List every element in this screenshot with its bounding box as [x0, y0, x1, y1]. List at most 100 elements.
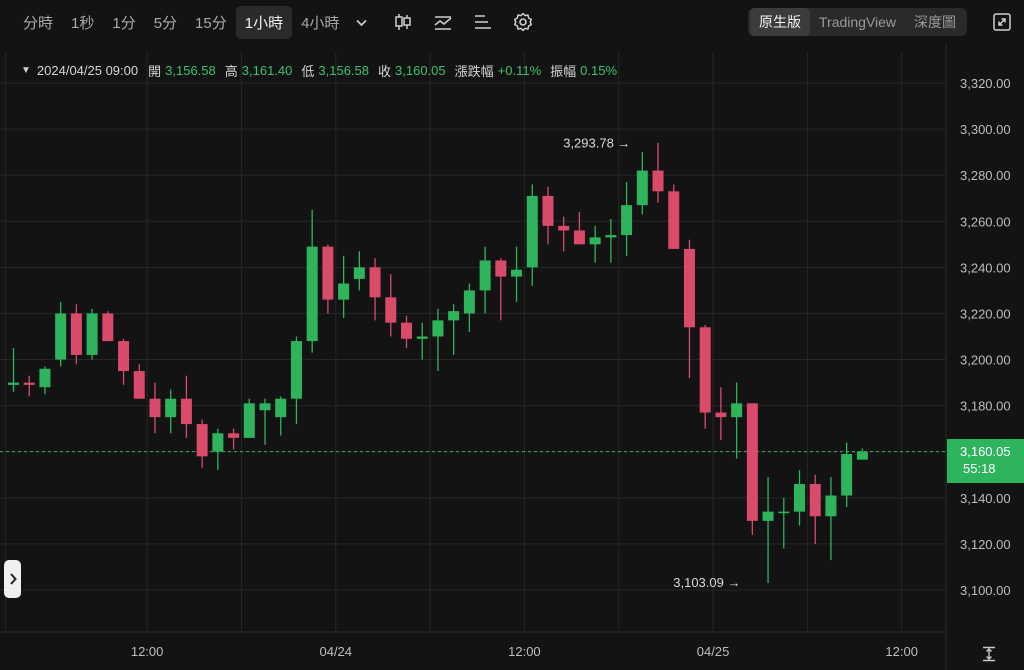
candle-body: [621, 205, 633, 236]
candle-body: [322, 246, 334, 300]
candle-body: [605, 235, 617, 238]
chart-tools: [385, 7, 541, 37]
amplitude-value: 0.15%: [580, 62, 618, 78]
candle-body: [746, 403, 758, 521]
y-tick-label: 3,120.00: [960, 537, 1011, 552]
amplitude-label: 振幅: [550, 63, 577, 79]
candle-body: [794, 483, 805, 512]
candle-body: [401, 322, 412, 339]
candle-body: [479, 260, 491, 291]
timeframe-1s[interactable]: 1秒: [71, 14, 95, 32]
candle-body: [825, 495, 837, 517]
candle-body: [86, 313, 98, 355]
change-label: 漲跌幅: [454, 63, 494, 79]
candle-body: [668, 191, 680, 249]
open-label: 開: [148, 63, 162, 79]
candle-body: [55, 313, 67, 360]
timeframe-1m[interactable]: 1分: [112, 14, 136, 32]
candle-body: [290, 341, 302, 399]
last-price-value: 3,160.05: [960, 444, 1011, 459]
x-tick-label: 04/24: [319, 644, 352, 659]
candle-body: [70, 313, 82, 355]
timeframe-tick[interactable]: 分時: [23, 14, 54, 32]
axis-reset-icon[interactable]: [978, 643, 1000, 665]
candle-body: [589, 237, 601, 245]
candle-body: [385, 297, 397, 323]
low-annotation-label: 3,103.09 →: [673, 575, 740, 590]
candle-body: [416, 336, 428, 339]
candle-body: [228, 433, 240, 438]
candle-body: [165, 398, 177, 418]
candle-body: [118, 341, 130, 372]
candle-body: [463, 290, 475, 314]
x-tick-label: 04/25: [697, 644, 730, 659]
view-tradingview[interactable]: TradingView: [819, 14, 897, 30]
timeframe-5m[interactable]: 5分: [153, 14, 178, 32]
candle-body: [762, 511, 774, 521]
timeframe-15m[interactable]: 15分: [195, 14, 227, 32]
high-annotation-label: 3,293.78 →: [563, 135, 630, 150]
open-value: 3,156.58: [165, 62, 216, 78]
candle-body: [338, 283, 350, 300]
expand-panel-button[interactable]: [4, 560, 21, 598]
last-price-tag: 3,160.05 55:18: [947, 439, 1024, 483]
x-tick-label: 12:00: [131, 644, 164, 659]
candle-body: [636, 170, 648, 206]
candle-body: [731, 403, 743, 418]
chevron-right-icon: [9, 573, 17, 585]
candle-body: [526, 195, 538, 268]
chevron-down-icon[interactable]: [350, 9, 373, 36]
candle-body: [778, 511, 790, 514]
y-tick-label: 3,200.00: [960, 353, 1011, 368]
y-tick-label: 3,100.00: [960, 583, 1011, 598]
low-value: 3,156.58: [318, 62, 369, 78]
view-native[interactable]: 原生版: [750, 8, 810, 36]
candle-body: [243, 403, 255, 438]
candle-body: [102, 313, 114, 342]
candle-body: [652, 170, 664, 192]
candle-body: [715, 412, 727, 418]
collapse-triangle-icon[interactable]: ▼: [21, 64, 31, 76]
timeframe-4h[interactable]: 4小時: [301, 14, 340, 32]
timeframe-1h[interactable]: 1小時: [235, 5, 293, 39]
view-depth[interactable]: 深度圖: [914, 14, 957, 30]
candle-body: [683, 248, 695, 328]
y-tick-label: 3,240.00: [960, 260, 1011, 275]
change-value: +0.11%: [497, 62, 542, 78]
candle-body: [856, 451, 868, 460]
list-settings-icon[interactable]: [465, 7, 501, 37]
timeframe-group: 分時 1秒 1分 5分 15分 1小時 4小時: [14, 5, 373, 39]
candle-body: [23, 382, 35, 385]
candle-countdown: 55:18: [963, 461, 996, 476]
y-tick-label: 3,220.00: [960, 306, 1011, 321]
candle-body: [432, 320, 444, 337]
candle-body: [133, 371, 145, 399]
x-tick-label: 12:00: [885, 644, 918, 659]
y-tick-label: 3,180.00: [960, 399, 1011, 414]
indicator-icon[interactable]: [425, 7, 461, 37]
candle-body: [369, 267, 381, 298]
candle-body: [275, 398, 287, 418]
high-label: 高: [224, 63, 238, 79]
y-tick-label: 3,300.00: [960, 122, 1011, 137]
candle-body: [699, 327, 711, 413]
candle-body: [841, 454, 853, 496]
candle-body: [212, 433, 224, 452]
candle-body: [448, 311, 460, 321]
candle-body: [180, 398, 192, 425]
candle-body: [196, 424, 208, 457]
fullscreen-icon[interactable]: [988, 8, 1016, 36]
candle-datetime: 2024/04/25 09:00: [36, 62, 139, 78]
candle-body: [511, 269, 523, 277]
ohlc-info-bar: ▼ 2024/04/25 09:00 開 3,156.58 高 3,161.40…: [0, 58, 626, 82]
chart-view-switch: 原生版 TradingView 深度圖: [748, 8, 968, 36]
y-tick-label: 3,320.00: [960, 76, 1011, 91]
candle-type-icon[interactable]: [385, 7, 421, 37]
candle-body: [149, 398, 161, 418]
close-value: 3,160.05: [395, 62, 446, 78]
candle-body: [495, 260, 507, 277]
gear-icon[interactable]: [505, 7, 541, 37]
candle-body: [809, 483, 821, 517]
low-label: 低: [301, 63, 315, 79]
